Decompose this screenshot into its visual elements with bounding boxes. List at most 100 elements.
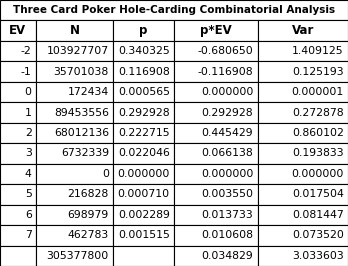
Bar <box>113 246 174 266</box>
Bar <box>258 123 348 143</box>
Text: 0.116908: 0.116908 <box>118 66 170 77</box>
Bar <box>174 82 258 102</box>
Bar <box>174 225 258 246</box>
Bar <box>113 82 174 102</box>
Text: 0.002289: 0.002289 <box>118 210 170 220</box>
Bar <box>0 82 36 102</box>
Text: 1: 1 <box>25 107 32 118</box>
Bar <box>36 123 113 143</box>
Bar <box>36 246 113 266</box>
Text: Var: Var <box>292 24 314 37</box>
Text: 0.340325: 0.340325 <box>118 46 170 56</box>
Bar <box>113 225 174 246</box>
Text: 462783: 462783 <box>68 230 109 240</box>
Bar <box>36 41 113 61</box>
Bar <box>113 41 174 61</box>
Text: 0.010608: 0.010608 <box>201 230 253 240</box>
Text: 0.073520: 0.073520 <box>292 230 344 240</box>
Bar <box>36 20 113 41</box>
Text: 0.000000: 0.000000 <box>201 169 253 179</box>
Bar <box>258 164 348 184</box>
Text: 0.445429: 0.445429 <box>202 128 253 138</box>
Bar <box>174 164 258 184</box>
Bar <box>174 143 258 164</box>
Bar <box>174 41 258 61</box>
Bar <box>174 102 258 123</box>
Bar <box>0 246 36 266</box>
Bar <box>0 0 348 20</box>
Text: 1.409125: 1.409125 <box>292 46 344 56</box>
Bar <box>0 184 36 205</box>
Text: 3: 3 <box>25 148 32 159</box>
Text: 0.292928: 0.292928 <box>118 107 170 118</box>
Text: 0.860102: 0.860102 <box>292 128 344 138</box>
Text: 216828: 216828 <box>68 189 109 200</box>
Text: -1: -1 <box>21 66 32 77</box>
Text: 0: 0 <box>102 169 109 179</box>
Text: 0: 0 <box>25 87 32 97</box>
Text: 172434: 172434 <box>68 87 109 97</box>
Bar <box>36 82 113 102</box>
Text: 0.000001: 0.000001 <box>292 87 344 97</box>
Bar <box>0 225 36 246</box>
Text: 68012136: 68012136 <box>54 128 109 138</box>
Bar <box>174 184 258 205</box>
Text: 0.081447: 0.081447 <box>292 210 344 220</box>
Text: 6: 6 <box>25 210 32 220</box>
Text: -2: -2 <box>21 46 32 56</box>
Bar <box>258 102 348 123</box>
Bar <box>0 205 36 225</box>
Text: 103927707: 103927707 <box>47 46 109 56</box>
Bar <box>0 164 36 184</box>
Bar <box>113 164 174 184</box>
Bar <box>113 143 174 164</box>
Text: EV: EV <box>9 24 26 37</box>
Text: 0.034829: 0.034829 <box>201 251 253 261</box>
Bar <box>0 123 36 143</box>
Bar <box>174 246 258 266</box>
Text: 0.000565: 0.000565 <box>118 87 170 97</box>
Bar <box>113 102 174 123</box>
Bar <box>258 41 348 61</box>
Text: 0.066138: 0.066138 <box>201 148 253 159</box>
Text: 0.222715: 0.222715 <box>118 128 170 138</box>
Text: 0.001515: 0.001515 <box>118 230 170 240</box>
Bar <box>258 184 348 205</box>
Bar <box>113 123 174 143</box>
Text: 35701038: 35701038 <box>54 66 109 77</box>
Text: -0.116908: -0.116908 <box>198 66 253 77</box>
Bar <box>258 225 348 246</box>
Bar <box>36 164 113 184</box>
Bar <box>174 20 258 41</box>
Bar <box>258 20 348 41</box>
Bar <box>174 123 258 143</box>
Bar <box>0 61 36 82</box>
Text: 0.125193: 0.125193 <box>292 66 344 77</box>
Bar <box>258 61 348 82</box>
Text: 0.017504: 0.017504 <box>292 189 344 200</box>
Bar <box>113 61 174 82</box>
Bar <box>174 205 258 225</box>
Text: 6732339: 6732339 <box>61 148 109 159</box>
Bar <box>113 20 174 41</box>
Text: p*EV: p*EV <box>200 24 232 37</box>
Text: N: N <box>70 24 79 37</box>
Text: 0.003550: 0.003550 <box>201 189 253 200</box>
Text: 0.000000: 0.000000 <box>117 169 170 179</box>
Text: 89453556: 89453556 <box>54 107 109 118</box>
Text: 0.022046: 0.022046 <box>118 148 170 159</box>
Bar <box>258 246 348 266</box>
Text: 0.000000: 0.000000 <box>291 169 344 179</box>
Bar <box>0 102 36 123</box>
Bar <box>36 102 113 123</box>
Bar <box>174 61 258 82</box>
Text: 7: 7 <box>25 230 32 240</box>
Bar <box>36 61 113 82</box>
Text: 0.193833: 0.193833 <box>292 148 344 159</box>
Text: 0.292928: 0.292928 <box>202 107 253 118</box>
Bar <box>113 184 174 205</box>
Text: Three Card Poker Hole-Carding Combinatorial Analysis: Three Card Poker Hole-Carding Combinator… <box>13 5 335 15</box>
Bar <box>36 205 113 225</box>
Text: 4: 4 <box>25 169 32 179</box>
Bar <box>0 20 36 41</box>
